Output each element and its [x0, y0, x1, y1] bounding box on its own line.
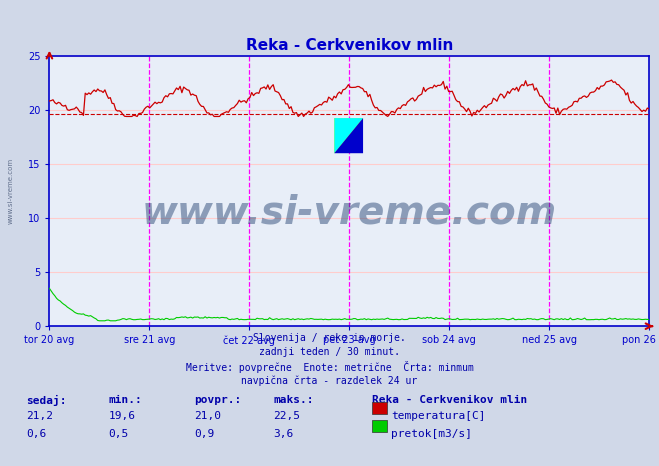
Text: navpična črta - razdelek 24 ur: navpična črta - razdelek 24 ur: [241, 375, 418, 386]
FancyBboxPatch shape: [334, 118, 363, 153]
Text: 22,5: 22,5: [273, 411, 301, 421]
Text: maks.:: maks.:: [273, 395, 314, 404]
Text: temperatura[C]: temperatura[C]: [391, 411, 485, 421]
Text: Slovenija / reke in morje.: Slovenija / reke in morje.: [253, 333, 406, 343]
Text: povpr.:: povpr.:: [194, 395, 242, 404]
Text: sedaj:: sedaj:: [26, 395, 67, 406]
Text: 19,6: 19,6: [109, 411, 136, 421]
Text: 21,2: 21,2: [26, 411, 53, 421]
Text: 0,9: 0,9: [194, 429, 215, 439]
Text: zadnji teden / 30 minut.: zadnji teden / 30 minut.: [259, 347, 400, 357]
Text: min.:: min.:: [109, 395, 142, 404]
Text: pretok[m3/s]: pretok[m3/s]: [391, 429, 472, 439]
Text: www.si-vreme.com: www.si-vreme.com: [7, 158, 13, 224]
Text: Reka - Cerkvenikov mlin: Reka - Cerkvenikov mlin: [372, 395, 528, 404]
Text: 0,6: 0,6: [26, 429, 47, 439]
Polygon shape: [334, 118, 363, 153]
Text: 21,0: 21,0: [194, 411, 221, 421]
Text: 3,6: 3,6: [273, 429, 294, 439]
Text: 0,5: 0,5: [109, 429, 129, 439]
Text: Meritve: povprečne  Enote: metrične  Črta: minmum: Meritve: povprečne Enote: metrične Črta:…: [186, 361, 473, 373]
Polygon shape: [334, 118, 363, 153]
Title: Reka - Cerkvenikov mlin: Reka - Cerkvenikov mlin: [246, 38, 453, 54]
Text: www.si-vreme.com: www.si-vreme.com: [142, 194, 557, 232]
